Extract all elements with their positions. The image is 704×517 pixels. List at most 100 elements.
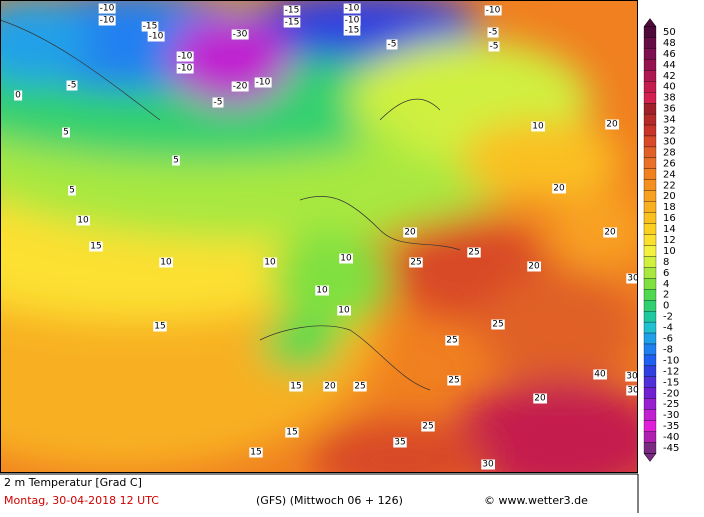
contour-label: -10 — [149, 32, 164, 42]
contour-label-bg — [491, 319, 505, 330]
colorbar-swatch — [643, 256, 657, 268]
contour-label-bg — [488, 41, 500, 52]
colorbar-label: 20 — [663, 191, 676, 202]
contour-label-bg — [176, 51, 194, 62]
colorbar-swatch — [643, 376, 657, 388]
contour-label: 10 — [338, 306, 350, 316]
colorbar-swatch — [643, 201, 657, 213]
colorbar-swatch — [643, 157, 657, 169]
contour-label-bg — [393, 437, 407, 448]
contour-label: -5 — [214, 98, 223, 108]
colorbar-swatch — [643, 70, 657, 82]
contour-label-bg — [603, 227, 617, 238]
contour-label: 15 — [286, 428, 297, 438]
contour-label: 20 — [604, 228, 616, 238]
contour-label-bg — [533, 393, 547, 404]
contour-label-bg — [467, 247, 481, 258]
colorbar-swatch — [643, 146, 657, 159]
contour-label: 15 — [90, 242, 101, 252]
contour-label: 15 — [250, 448, 261, 458]
colorbar-label: 26 — [663, 158, 676, 169]
colorbar-swatch — [643, 365, 657, 377]
model-label: (GFS) (Mittwoch 06 + 126) — [256, 494, 403, 507]
colorbar-label: -8 — [663, 344, 673, 355]
contour-label-bg — [323, 381, 337, 392]
colorbar-swatch — [643, 223, 657, 235]
contour-label: 10 — [264, 258, 276, 268]
contour-label-bg — [605, 119, 619, 130]
contour-label-bg — [626, 273, 640, 284]
contour-label: 30 — [627, 386, 639, 396]
colorbar-arrow — [643, 453, 657, 462]
colorbar-swatch — [643, 332, 657, 345]
colorbar-label: -12 — [663, 366, 679, 377]
contour-label-bg — [527, 261, 541, 272]
colorbar-swatch — [643, 92, 657, 104]
colorbar-swatch — [643, 354, 657, 367]
colorbar-swatch — [643, 442, 657, 454]
colorbar-arrow — [643, 18, 657, 27]
colorbar-swatch — [643, 321, 657, 334]
colorbar-label: 4 — [663, 279, 669, 290]
contour-label: 5 — [69, 186, 75, 196]
colorbar-label: -2 — [663, 312, 673, 323]
colorbar-swatch — [643, 300, 657, 312]
colorbar-label: -4 — [663, 323, 673, 334]
contour-label-bg — [283, 17, 301, 28]
colorbar-swatch — [643, 48, 657, 60]
colorbar-swatch — [643, 124, 657, 137]
variable-label: 2 m Temperatur [Grad C] — [4, 476, 142, 489]
colorbar-label: 46 — [663, 49, 676, 60]
contour-label: -10 — [178, 64, 193, 74]
contour-label-bg — [481, 459, 495, 470]
contour-label: -15 — [285, 18, 300, 28]
contour-label: 15 — [154, 322, 165, 332]
colorbar-swatch — [643, 59, 657, 71]
colorbar-swatch — [643, 278, 657, 290]
contour-label-bg — [159, 257, 173, 268]
contour-label: 0 — [15, 91, 21, 101]
colorbar-label: -20 — [663, 388, 679, 399]
contour-label-bg — [409, 257, 423, 268]
colorbar-label: 6 — [663, 268, 669, 279]
colorbar-label: 16 — [663, 213, 676, 224]
colorbar-label: -45 — [663, 443, 679, 454]
colorbar-label: -10 — [663, 355, 679, 366]
contour-label: -30 — [233, 30, 248, 40]
contour-label-bg — [343, 25, 361, 36]
colorbar-label: 38 — [663, 93, 676, 104]
colorbar-swatch — [643, 26, 657, 38]
contour-label-bg — [343, 15, 361, 26]
colorbar-label: 2 — [663, 290, 669, 301]
colorbar-label: 8 — [663, 257, 669, 268]
colorbar-swatch — [643, 212, 657, 224]
contour-label-bg — [89, 241, 103, 252]
colorbar-label: 40 — [663, 82, 676, 93]
colorbar-label: 10 — [663, 246, 676, 257]
coastline — [0, 19, 461, 391]
contour-label-bg — [254, 77, 272, 88]
colorbar-swatch — [643, 409, 657, 421]
colorbar-label: 42 — [663, 71, 676, 82]
contour-label: 10 — [160, 258, 172, 268]
colorbar-swatch — [643, 81, 657, 93]
colorbar-swatch — [643, 398, 657, 410]
contour-label-bg — [231, 81, 249, 92]
colorbar-label: 34 — [663, 115, 676, 126]
contour-label: 30 — [482, 460, 494, 470]
contour-label: -10 — [178, 52, 193, 62]
contour-label-bg — [76, 215, 90, 226]
colorbar-swatch — [643, 311, 657, 323]
colorbar-label: -6 — [663, 334, 673, 345]
contour-label-bg — [386, 39, 398, 50]
colorbar-swatch — [643, 168, 657, 180]
contour-label-bg — [343, 3, 361, 14]
contour-label: -10 — [486, 6, 501, 16]
contour-label: 10 — [77, 216, 89, 226]
contour-label: 5 — [63, 128, 69, 138]
contour-label: -5 — [489, 28, 498, 38]
contour-label-bg — [285, 427, 299, 438]
colorbar-label: 12 — [663, 235, 676, 246]
colorbar-swatch — [643, 234, 657, 246]
